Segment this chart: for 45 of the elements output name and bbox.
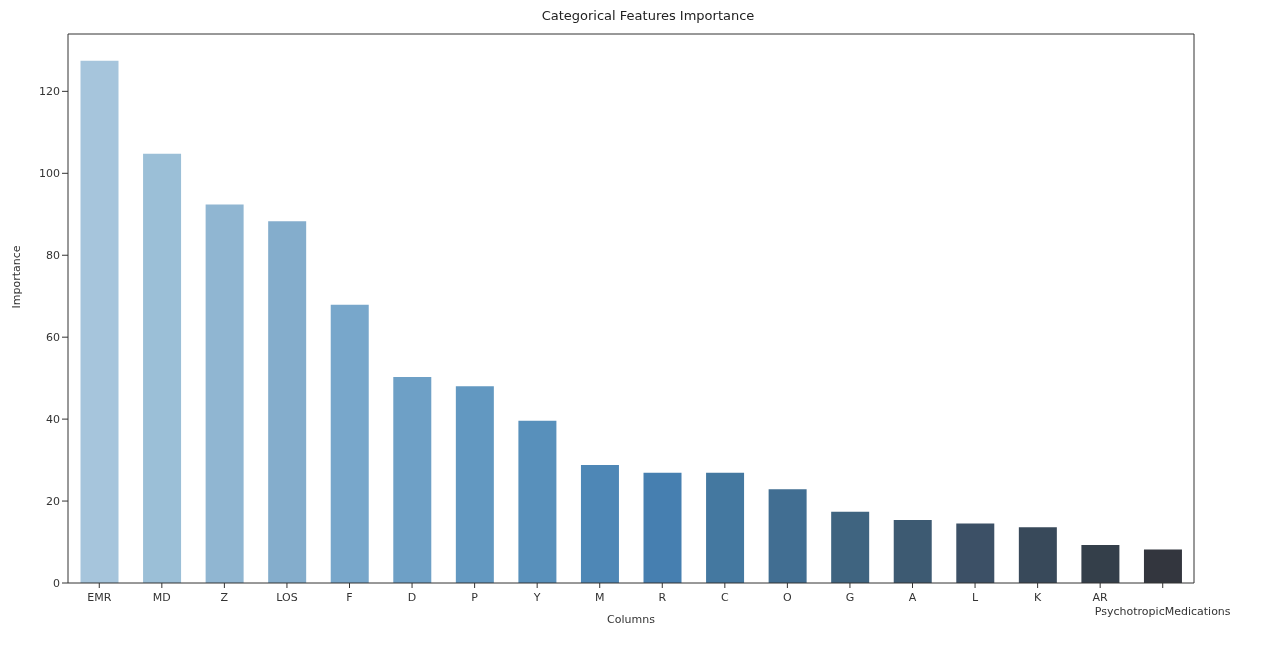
bar: [706, 472, 745, 583]
x-tick-label: A: [908, 591, 917, 604]
x-tick-label: Z: [220, 591, 229, 604]
bar: [455, 386, 494, 583]
y-tick-label: 100: [39, 167, 60, 181]
x-tick-label: MD: [152, 591, 171, 604]
y-tick-label: 80: [46, 249, 60, 263]
x-tick-label: K: [1034, 591, 1042, 604]
y-axis-title: Importance: [9, 245, 23, 309]
bar: [330, 304, 369, 583]
x-tick-label: PsychotropicMedications: [1094, 605, 1231, 618]
bar: [393, 376, 432, 583]
bar: [205, 204, 244, 583]
bar: [80, 60, 119, 583]
bar: [143, 153, 182, 583]
x-tick-label: M: [594, 591, 605, 604]
x-tick-label: F: [346, 591, 353, 604]
bar: [580, 465, 619, 583]
chart-title: Categorical Features Importance: [540, 8, 756, 23]
x-tick-label: D: [407, 591, 417, 604]
bar: [268, 221, 307, 583]
x-tick-label: AR: [1092, 591, 1109, 604]
x-axis-title: Columns: [607, 613, 656, 626]
x-tick-label: R: [658, 591, 667, 604]
x-tick-label: P: [471, 591, 479, 604]
y-tick-label: 0: [53, 576, 60, 590]
bar: [1081, 544, 1120, 583]
x-tick-label: G: [845, 591, 855, 604]
x-tick-label: LOS: [276, 591, 298, 604]
y-tick-label: 40: [46, 413, 60, 427]
bar: [1018, 527, 1057, 583]
x-tick-label: L: [971, 591, 979, 604]
y-tick-label: 120: [39, 85, 60, 99]
bar: [956, 523, 995, 583]
bar: [518, 420, 557, 583]
x-tick-label: O: [783, 591, 793, 604]
x-tick-label: Y: [532, 591, 541, 604]
y-tick-label: 60: [46, 331, 60, 345]
bar: [831, 511, 870, 583]
y-tick-label: 20: [46, 494, 60, 508]
bar: [893, 519, 932, 583]
bar: [643, 472, 682, 583]
bar: [768, 489, 807, 583]
x-tick-label: EMR: [87, 591, 112, 604]
x-tick-label: C: [720, 591, 729, 604]
